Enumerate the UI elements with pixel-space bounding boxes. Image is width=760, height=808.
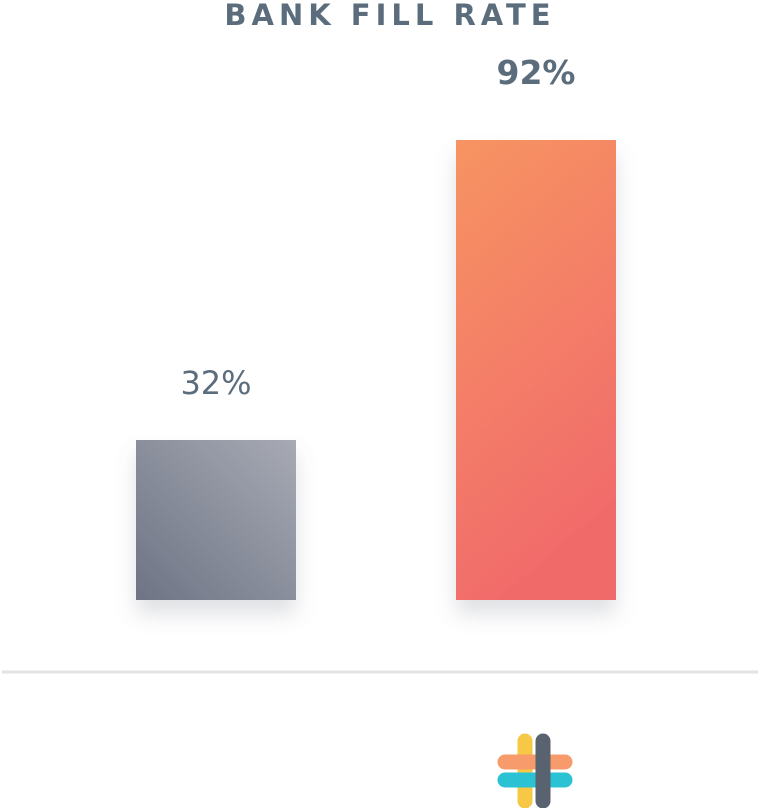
bar-value-label-1: 32% bbox=[180, 364, 251, 402]
hashtag-logo-icon bbox=[497, 733, 573, 808]
bars-group bbox=[136, 140, 616, 600]
bar-1 bbox=[136, 440, 296, 600]
value-labels-group: 32% 92% bbox=[180, 53, 575, 402]
bar-value-label-2: 92% bbox=[497, 53, 576, 92]
chart-title: BANK FILL RATE bbox=[224, 0, 555, 32]
bar-2 bbox=[456, 140, 616, 600]
